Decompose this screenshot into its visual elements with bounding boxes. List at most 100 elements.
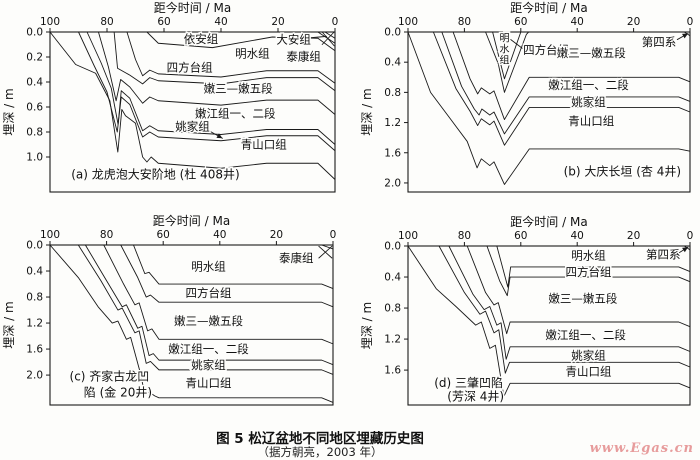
- unit-label: 明水组: [191, 259, 226, 273]
- unit-label: 四方台组: [565, 265, 611, 279]
- burial-curve: [448, 245, 691, 360]
- x-tick-label: 100: [40, 229, 60, 241]
- pointer-line: [304, 35, 327, 39]
- burial-curve: [496, 245, 691, 288]
- unit-label: 四方台组: [167, 61, 213, 75]
- burial-curve: [321, 244, 334, 250]
- unit-label: 姚家组: [571, 95, 606, 109]
- burial-curve: [103, 244, 334, 345]
- x-tick-label: 60: [157, 16, 170, 28]
- burial-curve: [86, 31, 336, 145]
- watermark: www.Egas.cn: [589, 441, 694, 456]
- plot-box: [407, 245, 691, 406]
- burial-curve: [49, 244, 334, 403]
- burial-curve: [146, 31, 336, 52]
- x-tick-label: 40: [571, 230, 584, 242]
- x-tick-label: 0: [687, 230, 694, 242]
- y-axis-title: 埋深 / m: [360, 88, 374, 135]
- arrowhead-icon: [682, 33, 689, 39]
- subplot-caption: (b) 大庆长垣 (杏 4井): [564, 164, 681, 178]
- burial-curve: [486, 245, 691, 297]
- x-tick-label: 0: [332, 16, 339, 28]
- pointer-line: [318, 245, 333, 259]
- x-tick-label: 100: [40, 16, 60, 28]
- unit-label: 四方台组: [523, 43, 569, 57]
- unit-label: 青山口组: [568, 114, 614, 128]
- x-tick-label: 20: [270, 229, 283, 241]
- x-tick-label: 80: [458, 16, 471, 28]
- burial-curve: [492, 31, 522, 80]
- arrowhead-icon: [682, 247, 689, 253]
- x-tick-label: 100: [398, 16, 418, 28]
- burial-curve: [77, 244, 334, 375]
- unit-label: 姚家组: [191, 358, 226, 372]
- unit-label: 青山口组: [241, 138, 287, 152]
- plot-box: [49, 244, 334, 406]
- y-tick-label: 0.4: [26, 77, 43, 89]
- y-tick-label: 0.8: [384, 87, 401, 99]
- unit-label: 青山口组: [565, 365, 611, 379]
- burial-curve: [324, 31, 336, 39]
- y-tick-label: 0.8: [26, 127, 43, 139]
- unit-label: 嫩三—嫩五段: [204, 81, 273, 95]
- y-tick-label: 1.2: [384, 117, 401, 129]
- x-tick-label: 80: [458, 230, 471, 242]
- x-tick-label: 20: [627, 16, 640, 28]
- burial-curve: [407, 245, 691, 397]
- burial-curve: [441, 31, 691, 135]
- burial-curve: [438, 245, 691, 374]
- burial-curve: [97, 31, 336, 115]
- unit-label: 姚家组: [175, 119, 210, 133]
- y-tick-label: 1.6: [384, 147, 401, 159]
- unit-label: 嫩江组一、二段: [195, 106, 276, 120]
- y-tick-label: 0.0: [26, 27, 43, 39]
- subplot-caption: (c) 齐家古龙凹: [70, 368, 150, 383]
- x-axis-title: 距今时间 / Ma: [153, 213, 230, 228]
- burial-curve: [49, 31, 336, 180]
- burial-curve: [485, 31, 530, 93]
- y-tick-label: 0.4: [384, 57, 401, 69]
- plot-box: [49, 31, 336, 193]
- y-axis-title: 埋深 / m: [2, 301, 16, 348]
- x-axis-title: 距今时间 / Ma: [510, 0, 587, 15]
- subplot-caption: 陷 (金 20井): [84, 385, 152, 400]
- y-tick-label: 0.8: [26, 292, 43, 304]
- y-tick-label: 0.6: [26, 102, 43, 114]
- unit-label: 四方台组: [185, 286, 231, 300]
- subplot-c: 100 80 60 40 20 0 距今时间 / Ma 0.0 0.4 0.8 1.2 1.6 2.0 埋…: [2, 213, 336, 406]
- y-tick-label: 0.0: [26, 240, 43, 252]
- unit-label: 嫩江组一、二段: [545, 328, 626, 342]
- figure-caption-source: （据方朝亮，2003 年）: [257, 445, 383, 459]
- arrowhead-icon: [216, 133, 223, 139]
- unit-label: 泰康组: [279, 251, 314, 265]
- unit-label: 明水组: [499, 32, 509, 66]
- pointer-line: [510, 39, 523, 49]
- y-tick-label: 1.6: [384, 365, 401, 377]
- burial-curve: [120, 244, 334, 308]
- x-axis-title: 距今时间 / Ma: [510, 214, 587, 229]
- unit-label: 第四系: [646, 248, 681, 262]
- unit-label: 青山口组: [185, 376, 231, 390]
- x-tick-label: 40: [214, 16, 227, 28]
- y-tick-label: 0.4: [384, 272, 401, 284]
- y-tick-label: 0.0: [384, 27, 401, 39]
- unit-label: 姚家组: [571, 348, 606, 362]
- x-axis-title: 距今时间 / Ma: [154, 0, 231, 15]
- y-axis-title: 埋深 / m: [360, 302, 374, 349]
- x-tick-label: 0: [687, 16, 694, 28]
- unit-label: 依安组: [184, 32, 219, 46]
- unit-label: 嫩江组一、二段: [548, 78, 629, 92]
- x-tick-label: 60: [157, 229, 170, 241]
- y-tick-label: 0.2: [26, 52, 43, 64]
- subplot-a: 100 80 60 40 20 0 距今时间 / Ma 0.0 0.2 0.4 0.6 0.8 1.0 埋…: [2, 0, 339, 193]
- y-tick-label: 2.0: [384, 177, 401, 189]
- x-tick-label: 80: [100, 16, 113, 28]
- burial-curve: [126, 31, 336, 84]
- x-tick-label: 20: [271, 16, 284, 28]
- x-tick-label: 40: [571, 16, 584, 28]
- subplot-caption: (芳深 4井): [447, 389, 504, 403]
- burial-curve: [407, 31, 691, 185]
- burial-curve: [452, 31, 691, 120]
- x-tick-label: 60: [514, 230, 527, 242]
